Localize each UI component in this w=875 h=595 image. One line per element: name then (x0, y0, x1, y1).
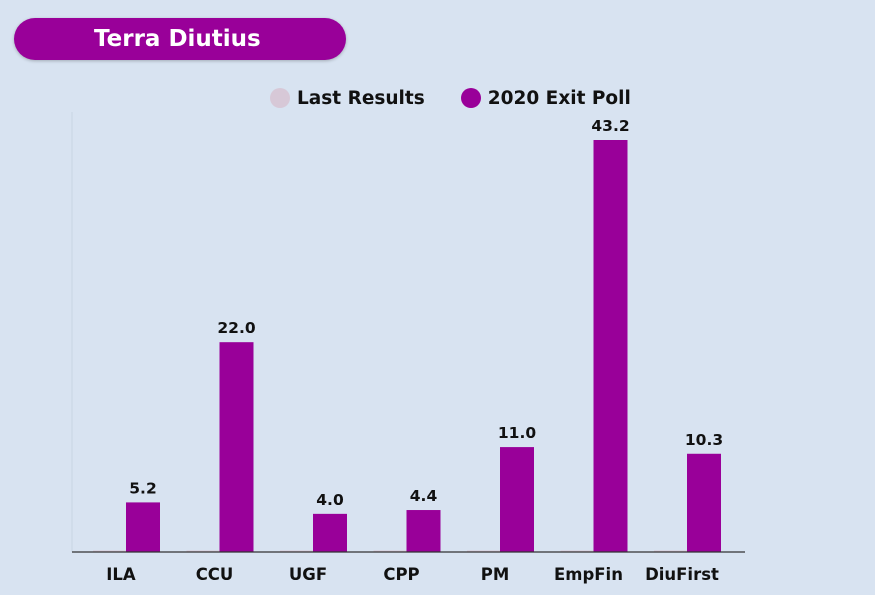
legend-item-last-results[interactable]: Last Results (270, 88, 425, 109)
x-tick-label-diufirst: DiuFirst (645, 565, 719, 584)
title-banner: Terra Diutius (14, 18, 346, 60)
bar-exit-poll-pm (500, 447, 534, 552)
legend-swatch-last-results (270, 88, 290, 108)
bar-exit-poll-diufirst (687, 453, 721, 552)
chart-title: Terra Diutius (94, 26, 261, 52)
data-label-cpp: 4.4 (410, 487, 438, 505)
x-tick-label-empfin: EmpFin (554, 565, 623, 584)
x-tick-label-ugf: UGF (289, 565, 327, 584)
bar-last-results-ugf (280, 550, 314, 552)
bar-exit-poll-ccu (219, 342, 254, 552)
legend-label-last-results: Last Results (297, 87, 425, 109)
data-label-ugf: 4.0 (316, 491, 344, 509)
bar-last-results-ila (93, 550, 127, 552)
legend: Last Results 2020 Exit Poll (270, 84, 631, 112)
data-label-empfin: 43.2 (591, 117, 629, 135)
bar-exit-poll-ila (126, 502, 160, 552)
x-tick-label-pm: PM (481, 565, 510, 584)
bar-last-results-diufirst (654, 550, 688, 552)
bar-exit-poll-cpp (406, 510, 441, 552)
bar-last-results-cpp (373, 550, 408, 552)
legend-swatch-exit-poll (460, 88, 481, 108)
bar-exit-poll-empfin (593, 140, 628, 552)
bar-last-results-pm (467, 550, 501, 552)
data-label-pm: 11.0 (498, 424, 536, 442)
data-label-ila: 5.2 (129, 479, 156, 497)
x-tick-label-cpp: CPP (383, 565, 419, 584)
bar-last-results-ccu (186, 550, 221, 552)
data-label-ccu: 22.0 (217, 319, 255, 337)
legend-item-exit-poll[interactable]: 2020 Exit Poll (460, 87, 631, 109)
bar-exit-poll-ugf (313, 513, 347, 552)
x-tick-label-ccu: CCU (196, 565, 234, 584)
data-label-diufirst: 10.3 (685, 431, 723, 449)
x-tick-label-ila: ILA (106, 565, 136, 584)
bar-last-results-empfin (560, 550, 595, 552)
legend-label-exit-poll: 2020 Exit Poll (487, 87, 631, 109)
